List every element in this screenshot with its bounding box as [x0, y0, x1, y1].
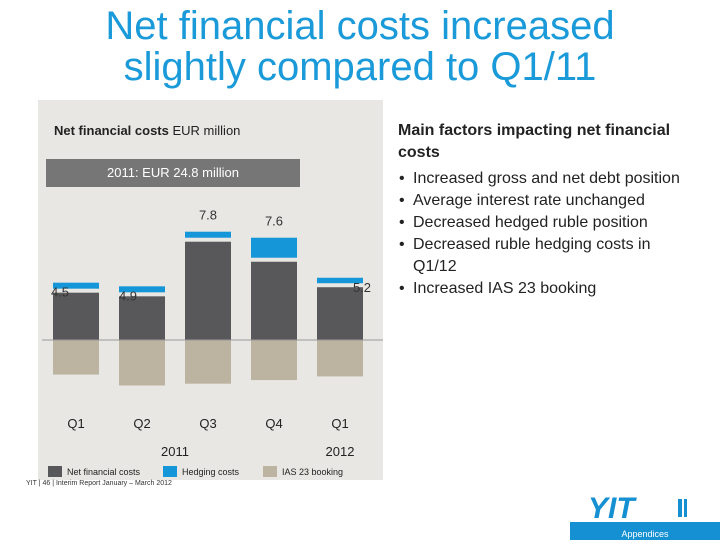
legend-label: Net financial costs — [67, 467, 141, 477]
legend-swatch — [163, 466, 177, 477]
bar-ias23-booking — [53, 340, 99, 375]
factors-heading: Main factors impacting net financial cos… — [398, 122, 671, 161]
bar-hedging-costs — [185, 231, 231, 238]
bar-net-financial-costs — [53, 292, 99, 340]
yit-logo-text: YIT — [588, 494, 637, 520]
footer-text: YIT | 46 | Interim Report January – Marc… — [26, 480, 172, 487]
data-label-total: 4.9 — [119, 288, 137, 303]
category-label: Q4 — [265, 416, 282, 431]
yit-logo: YIT — [588, 494, 687, 520]
data-label-total: 5.2 — [353, 280, 371, 295]
category-label: Q1 — [67, 416, 84, 431]
bar-hedging-costs — [251, 237, 297, 258]
slide-title: Net financial costs increased slightly c… — [0, 6, 720, 88]
slide-title-line-2: slightly compared to Q1/11 — [123, 45, 597, 89]
factor-text: Decreased hedged ruble position — [413, 214, 648, 231]
year-label: 2011 — [161, 444, 189, 459]
bar-hedging-costs — [53, 282, 99, 289]
chart-title-label: Net financial costs — [54, 123, 169, 138]
legend-label: IAS 23 booking — [282, 467, 343, 477]
category-label: Q3 — [199, 416, 216, 431]
bar-hedging-costs — [317, 277, 363, 284]
legend-swatch — [263, 466, 277, 477]
total-annual-badge: 2011: EUR 24.8 million — [46, 159, 300, 187]
factor-item: • Average interest rate unchanged — [395, 190, 695, 212]
factor-item: • Increased gross and net debt position — [395, 168, 695, 190]
bar-net-financial-costs — [185, 241, 231, 340]
category-label: Q2 — [133, 416, 150, 431]
data-label-total: 7.8 — [199, 208, 217, 223]
bar-net-financial-costs — [119, 296, 165, 340]
year-label: 2012 — [326, 444, 355, 459]
factor-text: Decreased ruble hedging costs in Q1/12 — [413, 236, 651, 275]
factor-item: • Decreased ruble hedging costs in Q1/12 — [395, 234, 695, 278]
bullet-dot: • — [399, 280, 405, 297]
factors-list: • Increased gross and net debt position • A… — [395, 168, 695, 300]
bullet-dot: • — [399, 170, 405, 187]
legend-label: Hedging costs — [182, 467, 240, 477]
factor-text: Increased IAS 23 booking — [413, 280, 597, 297]
chart-title: Net financial costs EUR million — [54, 123, 240, 138]
bar-ias23-booking — [185, 340, 231, 384]
factor-item: • Decreased hedged ruble position — [395, 212, 695, 234]
bar-net-financial-costs — [251, 261, 297, 340]
bar-ias23-booking — [317, 340, 363, 377]
bullet-dot: • — [399, 236, 405, 253]
bar-ias23-booking — [119, 340, 165, 386]
chart-title-unit: EUR million — [172, 123, 241, 138]
bar-ias23-booking — [251, 340, 297, 381]
slide-title-line-1: Net financial costs increased — [105, 4, 615, 48]
legend-swatch — [48, 466, 62, 477]
category-label: Q1 — [331, 416, 348, 431]
bar-hedging-costs — [119, 286, 165, 293]
data-label-total: 7.6 — [265, 214, 283, 229]
bar-net-financial-costs — [317, 287, 363, 340]
bullet-dot: • — [399, 192, 405, 209]
factor-text: Average interest rate unchanged — [413, 192, 645, 209]
data-label-total: 4.5 — [51, 285, 69, 300]
bullet-dot: • — [399, 214, 405, 231]
factor-item: • Increased IAS 23 booking — [395, 278, 695, 300]
appendices-tab: Appendices — [570, 522, 720, 540]
factor-text: Increased gross and net debt position — [413, 170, 680, 187]
